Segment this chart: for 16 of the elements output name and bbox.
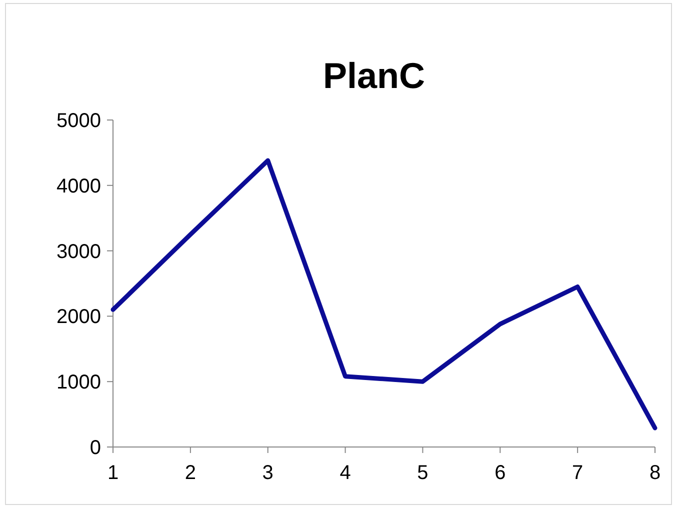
line-series (110, 158, 658, 430)
x-tick-label: 1 (107, 462, 119, 484)
x-tick-label: 7 (572, 462, 584, 484)
chart-title: PlanC (322, 55, 426, 96)
y-tick-label: 4000 (56, 175, 101, 198)
x-tick-label: 6 (494, 462, 506, 484)
y-tick-label: 2000 (56, 306, 101, 328)
x-tick-label: 3 (262, 462, 274, 484)
y-tick-label: 3000 (56, 240, 101, 263)
y-tick-label: 0 (90, 437, 101, 459)
x-tick-label: 4 (340, 462, 351, 484)
x-tick-label: 5 (417, 462, 428, 484)
x-tick-label: 2 (184, 462, 196, 484)
x-tick-label: 8 (649, 462, 661, 484)
y-tick-label: 1000 (56, 372, 101, 394)
y-tick-label: 5000 (56, 110, 101, 132)
